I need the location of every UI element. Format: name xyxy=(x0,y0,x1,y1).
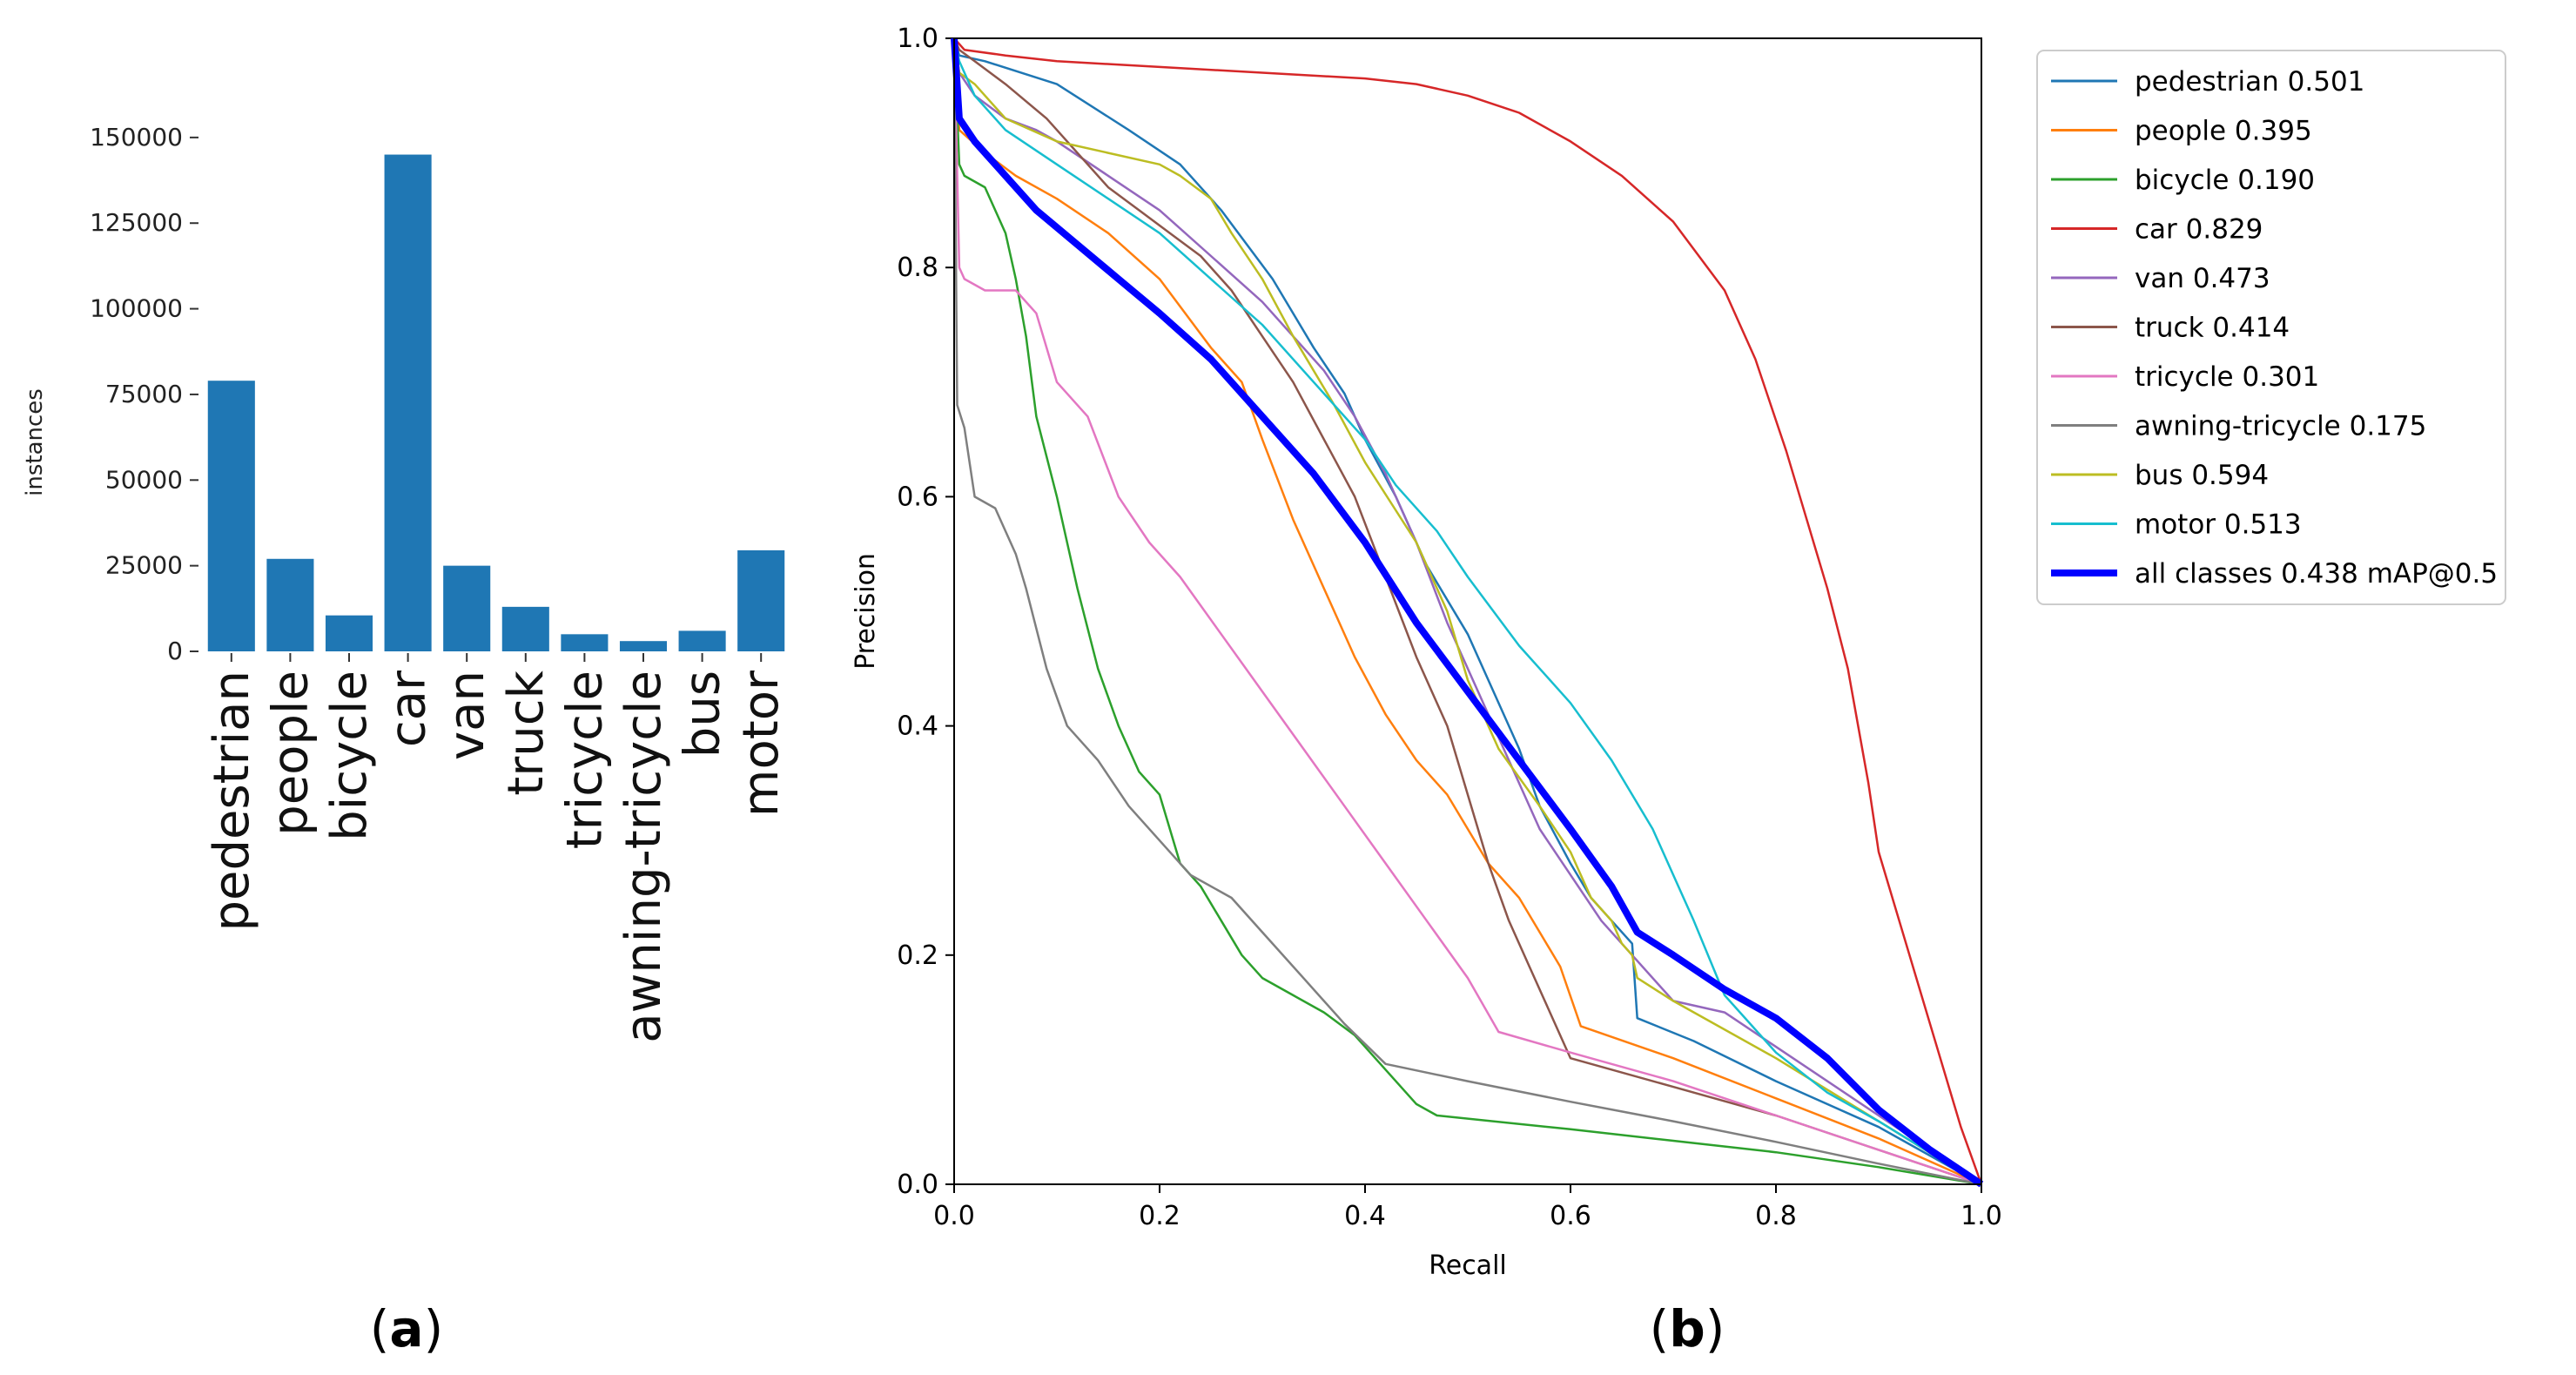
bar-x-tick-label: pedestrian xyxy=(204,671,260,932)
bar-y-ticks: 0 25000 50000 75000 100000 125000 150000 xyxy=(90,123,198,665)
pr-curve-tricycle xyxy=(952,37,1982,1186)
bar-bicycle xyxy=(325,615,373,651)
bar-x-tick-label: motor xyxy=(733,670,790,817)
pr-y-tick-label: 0.4 xyxy=(897,711,938,742)
pr-curve-motor xyxy=(952,37,1982,1186)
legend-label: bicycle 0.190 xyxy=(2135,165,2315,196)
pr-curve-van xyxy=(952,37,1982,1186)
pr-y-tick-label: 0.6 xyxy=(897,482,938,512)
pr-curve-car xyxy=(953,37,1983,1185)
pr-axis-ticks: 0.00.0 0.2 0.2 0.4 0.4 0.6 0.6 0.8 0.8 1.0 1.0 xyxy=(897,24,2002,1231)
legend-label: pedestrian 0.501 xyxy=(2135,66,2364,98)
bar-x-ticks: pedestrian people bicycle car van truck tricyc… xyxy=(204,653,790,1043)
legend-label: all classes 0.438 mAP@0.5 xyxy=(2135,558,2498,590)
panel-b-letter: b xyxy=(1669,1299,1705,1358)
pr-curve-all-classes xyxy=(951,37,1984,1188)
pr-legend-items: pedestrian 0.501 people 0.395 bicycle 0.19… xyxy=(2051,66,2498,590)
legend-label: truck 0.414 xyxy=(2135,313,2290,344)
bar-y-tick-label: 25000 xyxy=(105,551,183,580)
pr-curve-people xyxy=(952,37,1982,1186)
panel-a-letter: a xyxy=(389,1299,423,1358)
bar-x-tick-label: bicycle xyxy=(321,671,378,841)
pr-curve-bicycle xyxy=(952,37,1982,1186)
bar-y-tick-label: 50000 xyxy=(105,465,183,494)
panel-a-label: (a) xyxy=(370,1299,443,1358)
pr-x-tick-label: 0.8 xyxy=(1755,1201,1797,1231)
legend-label: tricycle 0.301 xyxy=(2135,361,2319,393)
bar-x-tick-label: people xyxy=(262,671,319,836)
legend-label: people 0.395 xyxy=(2135,116,2312,147)
pr-x-tick-label: 0.0 xyxy=(933,1201,975,1231)
legend-label: car 0.829 xyxy=(2135,214,2263,246)
pr-y-tick-label: 0.2 xyxy=(897,940,938,971)
pr-legend-box xyxy=(2036,50,2506,605)
bar-series xyxy=(207,154,785,651)
legend-label: motor 0.513 xyxy=(2135,509,2302,541)
bar-x-tick-label: van xyxy=(439,671,495,760)
pr-x-tick-label: 0.2 xyxy=(1139,1201,1180,1231)
pr-x-tick-label: 1.0 xyxy=(1961,1201,2002,1231)
pr-curve-truck xyxy=(952,37,1982,1186)
legend-label: awning-tricycle 0.175 xyxy=(2135,411,2426,442)
panel-b-paren-open: ( xyxy=(1650,1299,1670,1358)
pr-y-axis-label: Precision xyxy=(851,553,881,670)
pr-x-tick-label: 0.4 xyxy=(1344,1201,1386,1231)
bar-x-tick-label: bus xyxy=(675,671,731,758)
bar-truck xyxy=(501,606,549,651)
bar-y-axis-label: instances xyxy=(22,388,48,496)
legend-label: van 0.473 xyxy=(2135,263,2270,294)
panel-a-paren-close: ) xyxy=(424,1299,444,1358)
pr-plot-frame xyxy=(953,37,1982,1185)
bar-y-tick-label: 0 xyxy=(167,637,183,665)
pr-curve-awning-tricycle xyxy=(952,37,1982,1186)
panel-b-label: (b) xyxy=(1650,1299,1725,1358)
pr-x-axis-label: Recall xyxy=(1429,1250,1507,1281)
pr-y-tick-label: 1.0 xyxy=(897,24,938,54)
pr-x-tick-label: 0.6 xyxy=(1550,1201,1591,1231)
bar-y-tick-label: 150000 xyxy=(90,123,183,152)
pr-legend: pedestrian 0.501 people 0.395 bicycle 0.19… xyxy=(2036,50,2506,605)
bar-awning-tricycle xyxy=(619,641,668,651)
pr-y-tick-label: 0.0 xyxy=(897,1169,938,1200)
bar-x-tick-label: awning-tricycle xyxy=(615,671,672,1043)
bar-van xyxy=(443,565,491,651)
bar-motor xyxy=(737,549,785,651)
bar-y-tick-label: 125000 xyxy=(90,208,183,237)
pr-y-tick-label: 0.8 xyxy=(897,253,938,283)
bar-x-tick-label: tricycle xyxy=(556,671,613,849)
bar-y-tick-label: 100000 xyxy=(90,294,183,323)
instances-bar-chart: 0 25000 50000 75000 100000 125000 150000 pedes… xyxy=(22,123,790,1043)
bar-car xyxy=(384,154,432,651)
bar-people xyxy=(266,558,314,651)
bar-y-tick-label: 75000 xyxy=(105,380,183,408)
bar-x-tick-label: car xyxy=(380,670,437,747)
bar-bus xyxy=(678,630,726,651)
pr-curve-pedestrian xyxy=(952,37,1982,1186)
precision-recall-chart: 0.00.0 0.2 0.2 0.4 0.4 0.6 0.6 0.8 0.8 1.0 1.0 Rec… xyxy=(851,24,2002,1281)
panel-a-paren-open: ( xyxy=(370,1299,390,1358)
legend-label: bus 0.594 xyxy=(2135,460,2269,491)
bar-tricycle xyxy=(561,634,609,651)
pr-curves xyxy=(951,37,1984,1188)
bar-x-tick-label: truck xyxy=(498,670,555,795)
panel-b-paren-close: ) xyxy=(1705,1299,1725,1358)
bar-pedestrian xyxy=(207,381,255,651)
pr-curve-bus xyxy=(952,37,1982,1186)
